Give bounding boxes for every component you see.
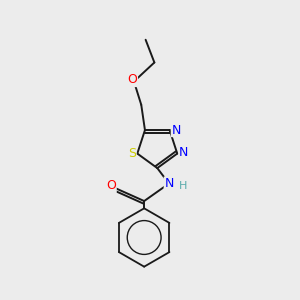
Text: N: N [179,146,188,159]
Text: O: O [106,179,116,192]
Text: N: N [171,124,181,136]
Text: H: H [179,181,188,191]
Text: S: S [128,147,136,160]
Text: N: N [164,177,174,190]
Text: O: O [128,74,137,86]
